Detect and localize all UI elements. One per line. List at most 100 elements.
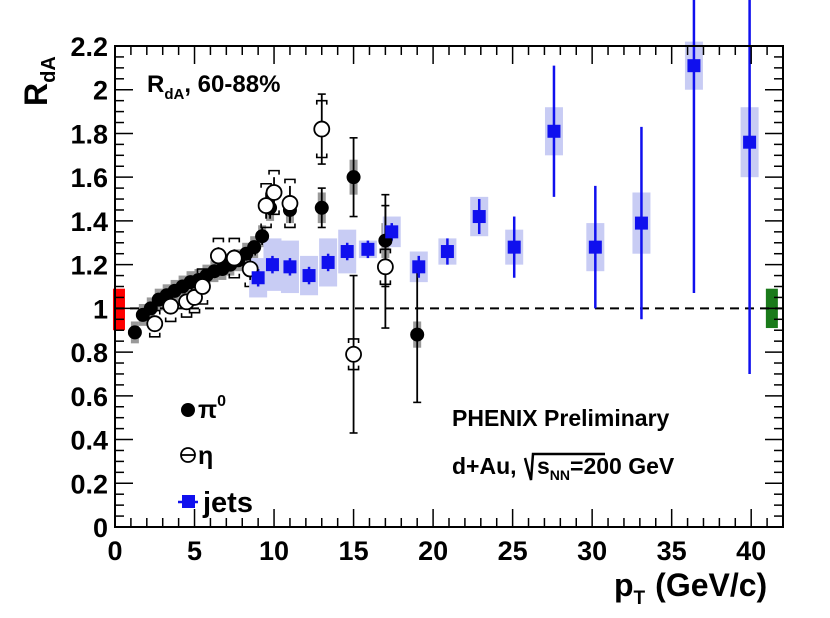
legend-pi0-text: π	[198, 396, 217, 424]
x-tick-label-4: 20	[418, 536, 448, 566]
y-tick-label-0: 0	[93, 513, 108, 543]
legend-jets-marker	[182, 495, 195, 508]
y-axis-label-main: R	[18, 83, 54, 106]
chart-title: RdA, 60-88%	[147, 71, 280, 103]
jets-marker-16	[743, 135, 757, 149]
jets-marker-5	[340, 245, 354, 259]
eta-sys-bracket-bottom-6	[228, 273, 241, 279]
jets-marker-8	[412, 260, 426, 274]
legend-pi0-sup: 0	[217, 393, 226, 410]
x-axis-label-main: p	[614, 567, 634, 603]
y-tick-label-8: 1.6	[70, 163, 108, 193]
x-axis-label-rest: (GeV/c)	[655, 567, 767, 603]
chart-title-sub: dA	[164, 86, 184, 103]
y-tick-label-11: 2.2	[70, 32, 108, 62]
annotation-energy: sNN=200 GeV	[537, 453, 675, 483]
eta-marker-12	[345, 345, 362, 363]
eta-marker-0	[146, 315, 164, 333]
eta-sys-bracket-bottom-10	[284, 223, 296, 229]
x-tick-label-5: 25	[498, 536, 528, 566]
y-axis-label: RdA	[18, 56, 60, 106]
x-axis-label: pT (GeV/c)	[614, 567, 767, 609]
eta-marker-5	[209, 247, 227, 265]
legend: π0 η jets	[178, 393, 253, 519]
eta-marker-9	[265, 184, 283, 201]
x-tick-label-8: 40	[736, 536, 766, 566]
y-tick-label-6: 1.2	[70, 251, 108, 281]
jets-marker-9	[440, 245, 454, 259]
jets-marker-4	[321, 255, 335, 269]
pi0-marker-0	[127, 325, 142, 340]
pi0-marker-19	[314, 200, 329, 215]
eta-marker-13	[376, 258, 394, 276]
legend-pi0-label: π0	[198, 393, 226, 424]
eta-marker-8	[257, 197, 275, 215]
x-axis-label-sub: T	[634, 588, 646, 609]
normalization-boxes	[112, 288, 778, 331]
y-tick-label-9: 1.8	[70, 119, 108, 149]
annotation-energy-post: =200 GeV	[570, 453, 675, 479]
jets-marker-2	[283, 260, 297, 274]
eta-sys-bracket-bottom-1	[164, 317, 177, 323]
y-tick-label-4: 0.8	[70, 338, 108, 368]
jets-marker-12	[547, 124, 561, 138]
pi0-marker-16	[255, 229, 270, 244]
x-tick-label-3: 15	[339, 536, 369, 566]
legend-jets-label: jets	[202, 487, 253, 519]
data-markers	[127, 59, 757, 363]
y-tick-label-5: 1	[93, 294, 108, 324]
y-tick-label-1: 0.2	[70, 469, 108, 499]
sqrt-sign	[523, 452, 605, 481]
eta-sys-bracket-top-9	[268, 169, 280, 175]
statistical-error-bars	[133, 0, 751, 434]
jets-marker-13	[588, 240, 602, 254]
pi0-marker-15	[247, 240, 262, 255]
eta-sys-bracket-bottom-2	[180, 313, 193, 318]
x-tick-label-2: 10	[259, 536, 289, 566]
x-tick-label-7: 35	[657, 536, 687, 566]
eta-marker-11	[313, 120, 331, 138]
eta-sys-bracket-top-6	[228, 237, 241, 243]
eta-sys-bracket-bottom-8	[260, 223, 272, 229]
jets-marker-1	[265, 258, 279, 272]
eta-sys-bracket-top-10	[284, 178, 296, 184]
jets-marker-3	[302, 269, 316, 283]
x-tick-label-0: 0	[107, 536, 122, 566]
x-tick-label-6: 30	[577, 536, 607, 566]
eta-sys-bracket-top-5	[212, 237, 225, 243]
x-tick-label-1: 5	[187, 536, 202, 566]
legend-eta-label: η	[198, 442, 213, 470]
y-tick-label-3: 0.6	[70, 382, 108, 412]
y-tick-label-2: 0.4	[70, 426, 108, 456]
jets-marker-6	[361, 242, 375, 256]
y-tick-label-10: 2	[93, 76, 108, 106]
pi0-marker-20	[346, 170, 361, 185]
eta-marker-1	[162, 297, 180, 315]
eta-marker-10	[281, 195, 299, 212]
axis-tick-labels: 0 5 10 15 20 25 30 35 4000.20.40.60.811.21.41.61…	[70, 32, 766, 566]
axis-ticks	[114, 45, 784, 528]
eta-marker-6	[225, 249, 243, 267]
eta-sys-bracket-bottom-0	[148, 332, 161, 338]
eta-marker-4	[194, 278, 211, 295]
legend-pi0-marker	[181, 403, 195, 417]
annotation-sqrt-sub: NN	[550, 467, 570, 483]
pi0-marker-22	[410, 327, 425, 342]
jets-marker-15	[687, 59, 701, 73]
jets-marker-11	[507, 240, 521, 254]
annotation-collision: d+Au,	[452, 453, 517, 479]
annotation-collision-pre: d+Au,	[452, 453, 517, 479]
eta-sys-bracket-bottom-3	[188, 308, 201, 314]
jets-marker-7	[385, 225, 399, 239]
chart-title-main: R	[147, 71, 164, 98]
y-tick-label-7: 1.4	[70, 207, 108, 237]
chart-title-rest: , 60-88%	[184, 71, 280, 98]
annotation-sqrt-s: s	[537, 453, 550, 479]
plot-frame	[114, 45, 784, 528]
jets-marker-14	[634, 216, 648, 230]
y-axis-label-sub: dA	[38, 56, 60, 83]
annotation-phenix: PHENIX Preliminary	[452, 405, 670, 431]
jets-marker-10	[472, 210, 486, 224]
jets-marker-0	[251, 271, 265, 285]
